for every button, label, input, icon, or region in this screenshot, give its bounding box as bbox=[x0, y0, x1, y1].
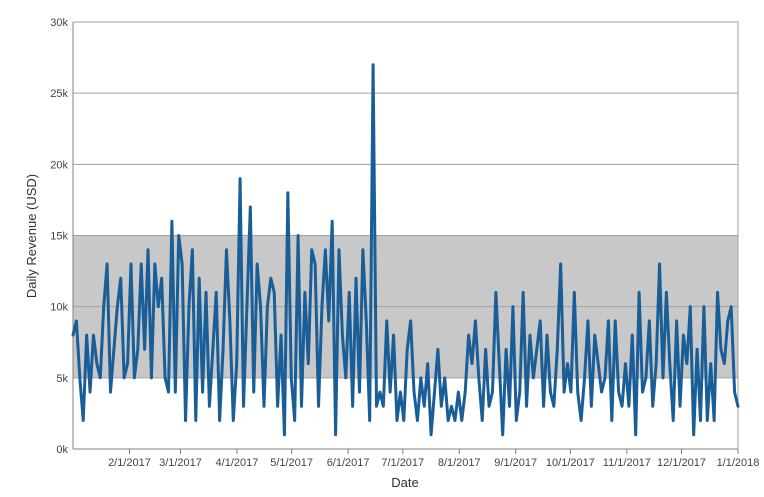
axis-ticks: 0k 5k 10k 15k 20k 25k 30k 2/1/2017 3/1/2017 4/1/2… bbox=[50, 17, 759, 469]
y-tick-label: 0k bbox=[56, 444, 68, 456]
x-tick-label: 4/1/2017 bbox=[216, 457, 259, 469]
x-axis-title: Date bbox=[391, 475, 418, 490]
x-tick-label: 12/1/2017 bbox=[657, 457, 706, 469]
x-tick-label: 11/1/2017 bbox=[603, 457, 651, 469]
x-tick-label: 6/1/2017 bbox=[327, 457, 370, 469]
y-tick-label: 15k bbox=[50, 231, 68, 243]
plot-area bbox=[71, 21, 740, 450]
x-tick-label: 7/1/2017 bbox=[381, 457, 424, 469]
x-tick-label: 2/1/2017 bbox=[108, 457, 151, 469]
y-tick-label: 30k bbox=[50, 17, 68, 29]
y-axis-title: Daily Revenue (USD) bbox=[24, 174, 39, 298]
x-tick-label: 8/1/2017 bbox=[438, 457, 481, 469]
x-tick-label: 3/1/2017 bbox=[159, 457, 202, 469]
series-line bbox=[71, 63, 740, 437]
x-tick-label: 9/1/2017 bbox=[494, 457, 537, 469]
x-tick-label: 10/1/2017 bbox=[546, 457, 595, 469]
y-tick-label: 5k bbox=[56, 373, 68, 385]
x-tick-label: 1/1/2018 bbox=[717, 457, 760, 469]
x-tick-label: 5/1/2017 bbox=[270, 457, 313, 469]
y-tick-label: 10k bbox=[50, 302, 68, 314]
y-tick-label: 20k bbox=[50, 159, 68, 171]
y-tick-label: 25k bbox=[50, 88, 68, 100]
